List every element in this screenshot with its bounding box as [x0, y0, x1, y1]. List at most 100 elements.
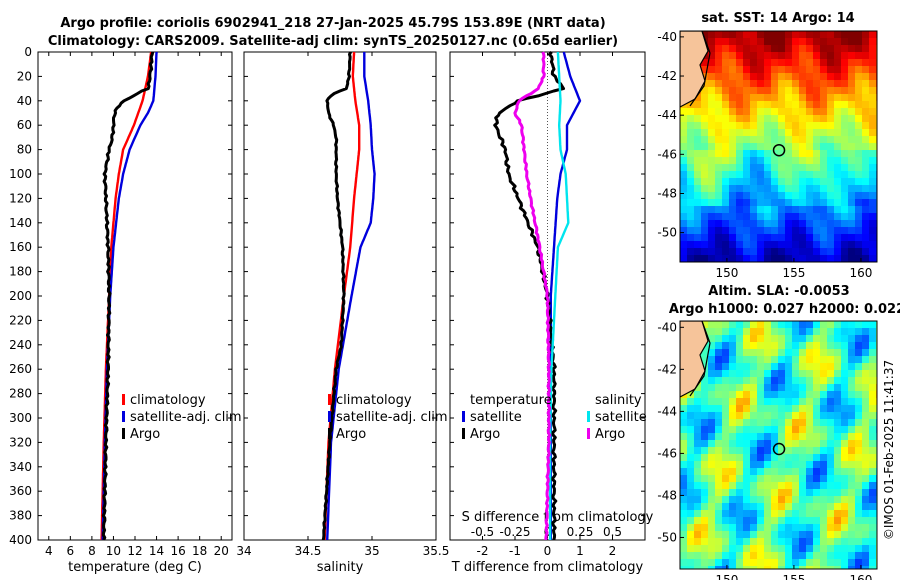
map-cell	[764, 552, 772, 560]
map-cell	[736, 199, 744, 207]
map-cell	[771, 31, 779, 39]
map-cell	[694, 164, 702, 172]
map-cell	[722, 255, 730, 262]
map-cell	[764, 101, 772, 109]
map-cell	[827, 370, 835, 378]
x-tick-label: 12	[127, 544, 142, 558]
map-cell	[820, 94, 828, 102]
map-cell	[848, 73, 856, 81]
map-cell	[771, 178, 779, 186]
map-cell	[771, 503, 779, 511]
map-cell	[827, 255, 835, 262]
map-cell	[722, 38, 730, 46]
map-cell	[722, 370, 730, 378]
map-cell	[778, 454, 786, 462]
map-cell	[778, 503, 786, 511]
map-cell	[834, 164, 842, 172]
map-cell	[862, 370, 870, 378]
map-cell	[750, 531, 758, 539]
map-cell	[736, 108, 744, 116]
series-line-sat	[326, 52, 376, 541]
map-cell	[862, 213, 870, 221]
map-cell	[694, 398, 702, 406]
map-cell	[834, 468, 842, 476]
map-cell	[820, 566, 828, 569]
map-cell	[820, 241, 828, 249]
map-cell	[729, 433, 737, 441]
map-cell	[785, 503, 793, 511]
map-cell	[729, 335, 737, 343]
map-cell	[827, 363, 835, 371]
map-cell	[820, 45, 828, 53]
map-cell	[736, 122, 744, 130]
map-cell	[715, 517, 723, 525]
map-cell	[722, 447, 730, 455]
map-cell	[743, 220, 751, 228]
map-cell	[757, 363, 765, 371]
map-cell	[722, 328, 730, 336]
map-cell	[708, 101, 716, 109]
map-cell	[771, 342, 779, 350]
map-cell	[778, 241, 786, 249]
map-cell	[827, 248, 835, 256]
map-cell	[708, 398, 716, 406]
map-cell	[855, 101, 863, 109]
map-cell	[722, 66, 730, 74]
map-cell	[757, 349, 765, 357]
map-cell	[708, 552, 716, 560]
map-cell	[743, 426, 751, 434]
map-cell	[694, 496, 702, 504]
map-cell	[785, 59, 793, 67]
map-cell	[715, 122, 723, 130]
map-cell	[729, 321, 737, 329]
map-cell	[680, 213, 688, 221]
map-cell	[869, 59, 877, 67]
map-cell	[785, 178, 793, 186]
map-cell	[820, 454, 828, 462]
map-cell	[799, 426, 807, 434]
map-cell	[687, 405, 695, 413]
map-cell	[855, 405, 863, 413]
map-cell	[687, 192, 695, 200]
map-cell	[715, 241, 723, 249]
map-cell	[869, 559, 877, 567]
map-cell	[722, 461, 730, 469]
map-cell	[855, 122, 863, 130]
map-cell	[694, 405, 702, 413]
map-cell	[862, 545, 870, 553]
map-cell	[771, 531, 779, 539]
map-cell	[834, 531, 842, 539]
map-cell	[855, 199, 863, 207]
map-cell	[862, 440, 870, 448]
map-cell	[848, 220, 856, 228]
map-cell	[834, 66, 842, 74]
map-cell	[806, 433, 814, 441]
map-cell	[869, 73, 877, 81]
map-cell	[701, 255, 709, 262]
map-cell	[841, 115, 849, 123]
map-cell	[785, 185, 793, 193]
map-cell	[792, 559, 800, 567]
map-cell	[715, 136, 723, 144]
map-cell	[708, 510, 716, 518]
map-cell	[820, 468, 828, 476]
map-cell	[715, 559, 723, 567]
map-cell	[869, 454, 877, 462]
map-cell	[841, 356, 849, 364]
map-cell	[687, 199, 695, 207]
map-cell	[792, 552, 800, 560]
map-cell	[694, 391, 702, 399]
map-cell	[806, 447, 814, 455]
map-cell	[834, 545, 842, 553]
map-cell	[855, 108, 863, 116]
map-cell	[743, 73, 751, 81]
map-cell	[855, 227, 863, 235]
map-cell	[869, 426, 877, 434]
map-cell	[778, 220, 786, 228]
map-cell	[806, 31, 814, 39]
map-cell	[743, 510, 751, 518]
map-cell	[820, 426, 828, 434]
map-cell	[778, 370, 786, 378]
map-cell	[862, 59, 870, 67]
map-cell	[729, 426, 737, 434]
